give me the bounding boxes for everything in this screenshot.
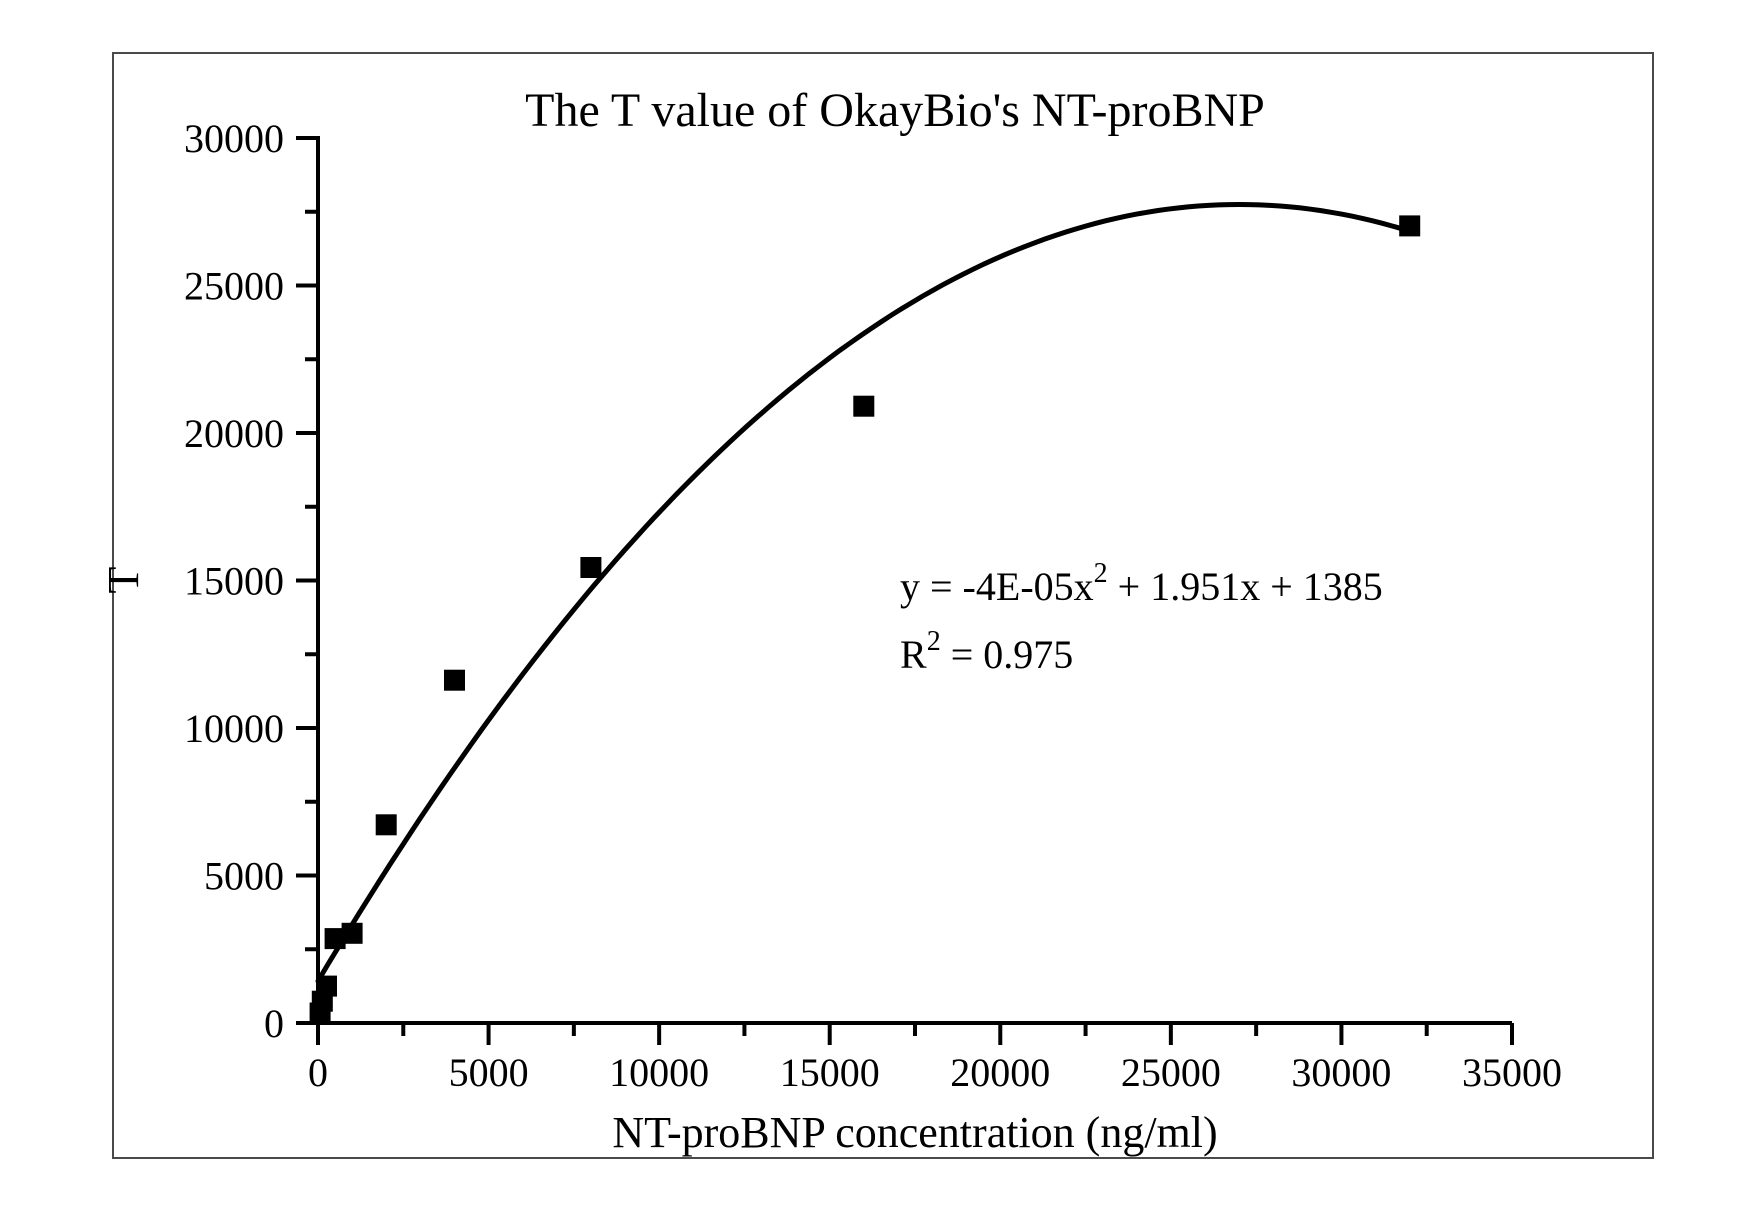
x-tick-label: 10000 bbox=[609, 1050, 709, 1095]
data-point bbox=[1399, 215, 1421, 237]
equation-main-text: = 0.975 bbox=[941, 632, 1074, 677]
data-point bbox=[341, 922, 363, 944]
data-point bbox=[375, 814, 397, 836]
x-tick-label: 35000 bbox=[1462, 1050, 1562, 1095]
y-axis-title: T bbox=[99, 566, 148, 593]
x-tick-label: 15000 bbox=[780, 1050, 880, 1095]
data-points bbox=[309, 215, 1421, 1024]
equation-main-text: y = -4E-05x bbox=[900, 564, 1094, 609]
x-tick-label: 25000 bbox=[1121, 1050, 1221, 1095]
y-tick-label: 0 bbox=[264, 1001, 284, 1046]
equation-superscript: 2 bbox=[927, 626, 941, 657]
data-point bbox=[316, 975, 337, 997]
y-tick-label: 20000 bbox=[184, 411, 284, 456]
data-point bbox=[853, 395, 875, 417]
x-axis-title: NT-proBNP concentration (ng/ml) bbox=[612, 1108, 1217, 1157]
y-tick-label: 15000 bbox=[184, 559, 284, 604]
data-point bbox=[324, 928, 346, 950]
x-tick-label: 30000 bbox=[1291, 1050, 1391, 1095]
x-axis-ticks: 0 5000 10000 15000 20000 25000 30000 35000 bbox=[308, 1023, 1562, 1095]
trendline-curve bbox=[315, 201, 1416, 984]
x-tick-label: 5000 bbox=[449, 1050, 529, 1095]
data-point bbox=[580, 557, 602, 578]
equation-main-text: R bbox=[900, 632, 927, 677]
y-tick-label: 30000 bbox=[184, 116, 284, 161]
y-axis-ticks: 0 5000 10000 15000 20000 25000 30000 bbox=[184, 116, 318, 1046]
x-tick-label: 0 bbox=[308, 1050, 328, 1095]
plot-outer-border bbox=[112, 52, 1654, 1159]
equation-main-text: + 1.951x + 1385 bbox=[1108, 564, 1383, 609]
equation-superscript: 2 bbox=[1094, 558, 1108, 589]
r-squared-label: R2 = 0.975 bbox=[900, 626, 1073, 677]
data-point bbox=[444, 669, 465, 691]
x-tick-label: 20000 bbox=[950, 1050, 1050, 1095]
y-tick-label: 10000 bbox=[184, 706, 284, 751]
y-tick-label: 25000 bbox=[184, 264, 284, 309]
y-tick-label: 5000 bbox=[204, 854, 284, 899]
trendline-equation: y = -4E-05x2 + 1.951x + 1385 bbox=[900, 558, 1383, 609]
chart-title: The T value of OkayBio's NT-proBNP bbox=[525, 84, 1265, 137]
